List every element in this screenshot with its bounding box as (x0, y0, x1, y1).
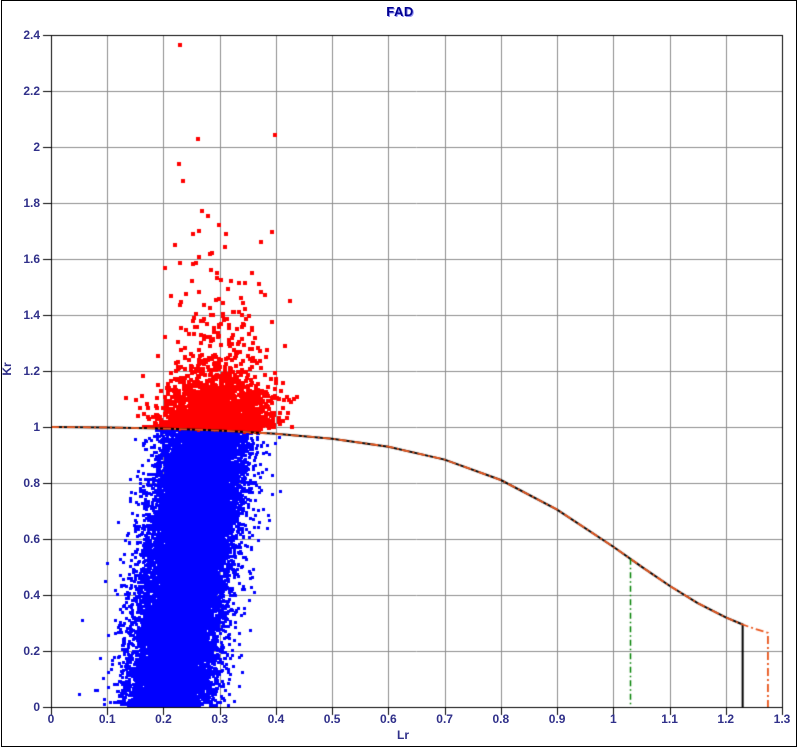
x-tick-label: 0.9 (548, 712, 566, 726)
x-tick-label: 1.1 (661, 712, 678, 726)
x-tick-label: 0.3 (211, 712, 229, 726)
y-tick-label: 1.4 (23, 308, 40, 322)
chart-title: FAD (386, 4, 414, 19)
x-tick-label: 1.3 (773, 712, 791, 726)
y-tick-label: 1.2 (23, 364, 40, 378)
y-tick-label: 0.6 (23, 532, 40, 546)
x-tick-label: 0.6 (380, 712, 397, 726)
x-tick-label: 0.2 (155, 712, 172, 726)
y-tick-label: 1.6 (23, 252, 40, 266)
x-tick-label: 0.5 (323, 712, 341, 726)
y-tick-label: 0.4 (23, 588, 40, 602)
x-tick-label: 1.2 (717, 712, 735, 726)
x-tick-label: 0.1 (98, 712, 116, 726)
x-tick-label: 0.7 (436, 712, 453, 726)
y-tick-label: 2.2 (23, 84, 40, 98)
y-tick-label: 1.8 (23, 196, 40, 210)
y-tick-label: 0.2 (23, 644, 40, 658)
x-tick-label: 0 (47, 712, 55, 726)
y-tick-label: 0 (33, 700, 40, 714)
y-tick-label: 2.4 (23, 28, 40, 42)
x-tick-label: 0.4 (267, 712, 285, 726)
x-tick-label: 1 (609, 712, 617, 726)
x-axis-title: Lr (397, 728, 409, 742)
y-tick-label: 2 (33, 140, 40, 154)
x-tick-label: 0.8 (492, 712, 510, 726)
y-tick-label: 0.8 (23, 476, 40, 490)
y-tick-label: 1 (33, 420, 40, 434)
